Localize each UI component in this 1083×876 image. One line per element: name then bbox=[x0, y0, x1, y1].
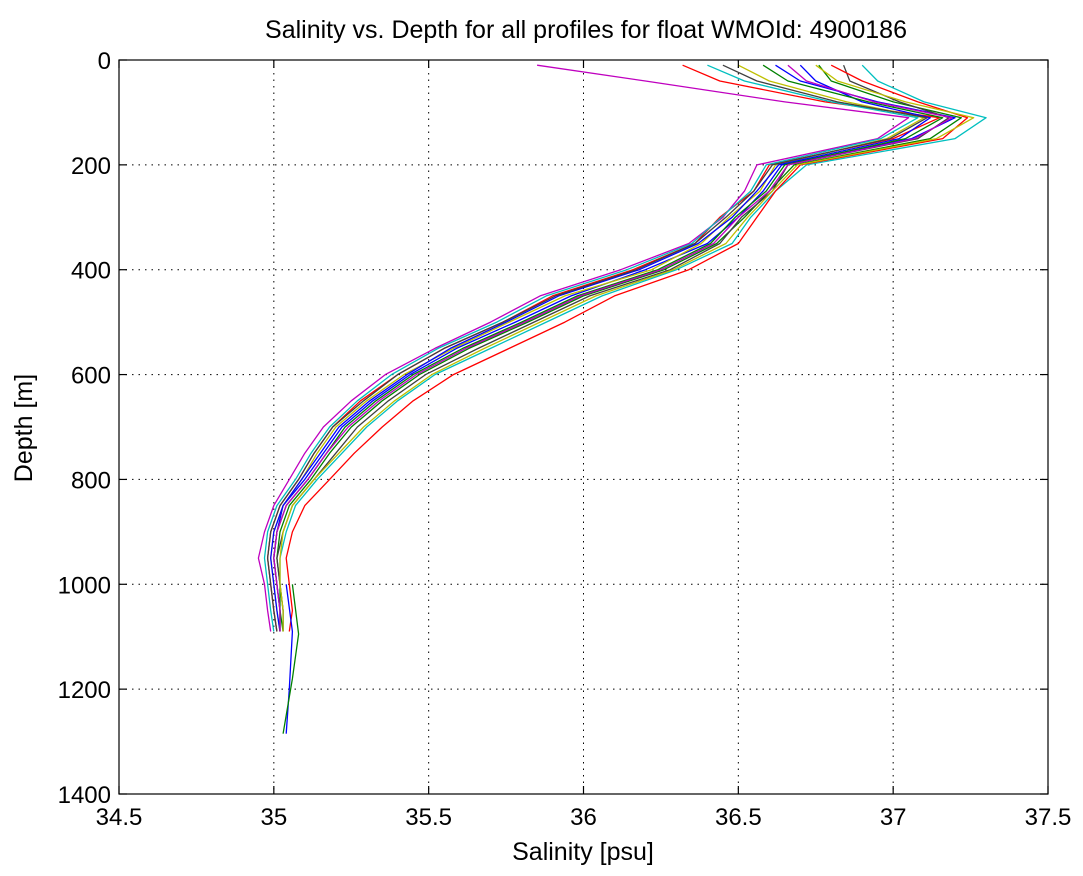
x-tick-label: 37.5 bbox=[1025, 804, 1072, 831]
y-tick-label: 400 bbox=[71, 258, 111, 285]
x-tick-label: 36.5 bbox=[715, 804, 762, 831]
profile-line bbox=[266, 64, 928, 632]
y-tick-label: 1200 bbox=[58, 677, 111, 704]
grid bbox=[119, 60, 1048, 794]
y-axis-title: Depth [m] bbox=[10, 374, 38, 482]
profile-line bbox=[276, 64, 962, 632]
series-lines bbox=[257, 64, 987, 734]
x-tick-label: 35 bbox=[260, 804, 287, 831]
profile-line bbox=[279, 64, 975, 632]
x-axis-title: Salinity [psu] bbox=[512, 838, 654, 866]
x-tick-label: 36 bbox=[570, 804, 597, 831]
profile-line bbox=[279, 64, 987, 632]
y-tick-labels: 0 200 400 600 800 1000 1200 1400 bbox=[58, 48, 111, 809]
profile-line bbox=[270, 64, 931, 632]
tick-marks bbox=[118, 59, 1049, 795]
x-tick-label: 37 bbox=[880, 804, 907, 831]
y-tick-label: 1400 bbox=[58, 782, 111, 809]
x-tick-labels: 34.5 35 35.5 36 36.5 37 37.5 bbox=[96, 804, 1072, 831]
profile-line bbox=[285, 64, 969, 632]
y-tick-label: 1000 bbox=[58, 572, 111, 599]
chart-title: Salinity vs. Depth for all profiles for … bbox=[265, 16, 907, 44]
x-tick-label: 34.5 bbox=[96, 804, 143, 831]
deep-profile-line bbox=[282, 584, 300, 734]
y-tick-label: 0 bbox=[98, 48, 111, 75]
y-tick-label: 600 bbox=[71, 363, 111, 390]
x-tick-label: 35.5 bbox=[405, 804, 452, 831]
profile-line bbox=[263, 64, 919, 632]
profile-line bbox=[257, 64, 910, 632]
y-tick-label: 800 bbox=[71, 467, 111, 494]
y-tick-label: 200 bbox=[71, 153, 111, 180]
deep-profile-line bbox=[285, 584, 294, 734]
profile-line bbox=[273, 64, 953, 632]
